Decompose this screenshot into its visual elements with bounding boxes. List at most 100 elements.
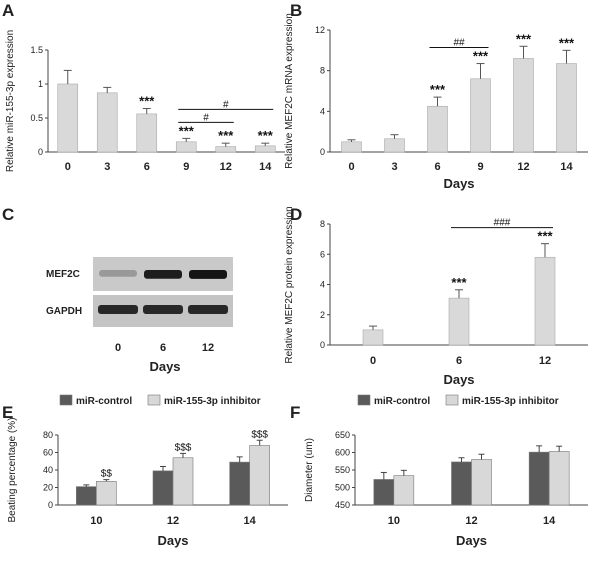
y-tick-label: 80 [43,430,53,440]
legend-label: miR-155-3p inhibitor [462,396,559,407]
bar [548,451,570,506]
significance-stars: *** [473,49,489,64]
blot-band-mef2c [99,270,137,277]
significance-stars: *** [218,128,234,143]
x-tick-label: 14 [560,161,573,173]
x-tick-label: 12 [465,515,477,527]
significance-label: ### [494,218,511,229]
significance-stars: *** [179,123,195,138]
significance-stars: *** [258,128,274,143]
significance-stars: *** [430,82,446,97]
blot-band-gapdh [143,305,183,314]
x-tick-label: 6 [434,161,440,173]
x-tick-label: 14 [543,515,556,527]
significance-label: # [203,112,209,123]
bar [534,256,556,346]
blot-lane-12: 12 [202,342,214,354]
x-tick-label: 3 [391,161,397,173]
y-tick-label: 20 [43,483,53,493]
bar [470,78,491,153]
bar [373,479,395,506]
y-tick-label: 1 [38,79,43,89]
bar [96,92,118,153]
y-axis-label: Diameter (um) [304,438,315,502]
x-tick-label: 10 [90,515,102,527]
panel-letter-a: A [2,1,14,20]
x-axis-label: Days [443,372,474,387]
legend-swatch [59,394,73,406]
blot-label-gapdh: GAPDH [46,306,82,317]
x-tick-label: 9 [183,161,189,173]
x-tick-label: 0 [65,161,71,173]
y-tick-label: 0 [320,340,325,350]
y-tick-label: 0 [38,147,43,157]
x-axis-label: Days [456,533,487,548]
significance-label: # [223,99,229,110]
blot-band-gapdh [98,305,138,314]
bar [556,63,577,153]
x-tick-label: 6 [144,161,150,173]
significance-label: $$$ [251,429,268,440]
bar [448,297,470,346]
y-tick-label: 12 [315,25,325,35]
bar [341,141,362,153]
significance-stars: *** [516,31,532,46]
significance-stars: *** [537,229,553,244]
bar [513,58,534,153]
blot-band-mef2c [189,270,227,279]
x-tick-label: 3 [104,161,110,173]
blot-lane-6: 6 [160,342,166,354]
chart-e: 0 20 40 60 80 Beating percentage (%) 10 12 14 Day… [7,394,288,548]
y-tick-label: 8 [320,219,325,229]
x-tick-label: 10 [388,515,400,527]
legend-swatch [445,394,459,406]
y-axis-label: Relative miR-155-3p expression [5,30,16,172]
bar [96,481,117,506]
y-tick-label: 500 [335,483,350,493]
bar [427,105,448,153]
western-blot: MEF2C GAPDH 0 6 12 Days [46,257,233,374]
x-tick-label: 9 [477,161,483,173]
x-axis-label: Days [157,533,188,548]
x-tick-label: 12 [539,355,551,367]
blot-bands [98,270,228,314]
significance-stars: *** [139,93,155,108]
x-tick-label: 0 [370,355,376,367]
chart-f: 450 500 550 600 650 Diameter (um) 10 12 14 Days mi… [304,394,588,548]
y-tick-label: 4 [320,280,325,290]
x-tick-label: 0 [348,161,354,173]
bar [175,141,197,153]
legend-label: miR-control [76,396,132,407]
bar [249,445,270,506]
panel-letter-c: C [2,205,14,224]
y-tick-label: 450 [335,500,350,510]
bar [172,457,194,506]
bar [76,486,97,506]
y-tick-label: 40 [43,465,53,475]
x-tick-label: 6 [456,355,462,367]
panel-letter-d: D [290,205,302,224]
blot-xlabel: Days [149,359,180,374]
chart-a: 0 0.5 1 1.5 Relative miR-155-3p expression 0 3… [5,30,285,173]
panel-letter-b: B [290,1,302,20]
legend-label: miR-control [374,396,430,407]
bar [215,146,237,153]
y-tick-label: 6 [320,249,325,259]
legend-label: miR-155-3p inhibitor [164,396,261,407]
x-tick-label: 12 [220,161,232,173]
chart-d: 0 2 4 6 8 Relative MEF2C protein expression 0 6… [284,206,588,387]
significance-label: $$$ [175,442,192,453]
significance-label: ## [453,38,465,49]
y-axis-label: Relative MEF2C mRNA expression [284,13,295,169]
y-tick-label: 650 [335,430,350,440]
y-tick-label: 4 [320,106,325,116]
y-tick-label: 550 [335,465,350,475]
y-tick-label: 0.5 [30,113,43,123]
bar [528,451,550,506]
panel-letter-e: E [2,403,13,422]
bar [384,138,405,153]
legend-swatch [147,394,161,406]
y-tick-label: 8 [320,66,325,76]
x-axis-label: Days [443,176,474,191]
